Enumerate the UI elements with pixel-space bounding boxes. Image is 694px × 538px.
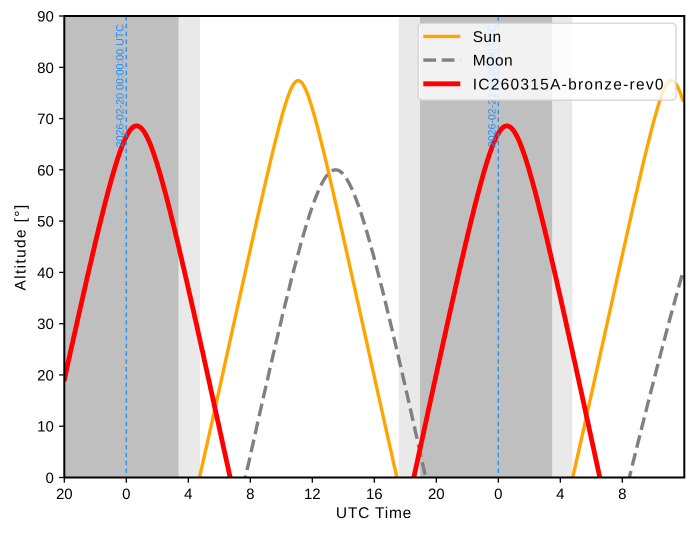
svg-text:60: 60 bbox=[37, 162, 54, 179]
svg-text:4: 4 bbox=[184, 486, 192, 503]
svg-text:30: 30 bbox=[37, 316, 54, 333]
svg-text:50: 50 bbox=[37, 214, 54, 231]
svg-text:20: 20 bbox=[56, 486, 73, 503]
svg-text:UTC Time: UTC Time bbox=[336, 505, 412, 522]
svg-text:Altitude [°]: Altitude [°] bbox=[13, 203, 30, 290]
svg-text:90: 90 bbox=[37, 9, 54, 26]
svg-text:0: 0 bbox=[494, 486, 502, 503]
svg-text:8: 8 bbox=[246, 486, 254, 503]
svg-text:0: 0 bbox=[45, 470, 53, 487]
svg-text:0: 0 bbox=[122, 486, 130, 503]
svg-text:4: 4 bbox=[556, 486, 564, 503]
svg-text:12: 12 bbox=[304, 486, 321, 503]
svg-text:Sun: Sun bbox=[473, 29, 502, 46]
svg-text:10: 10 bbox=[37, 419, 54, 436]
svg-text:20: 20 bbox=[428, 486, 445, 503]
svg-text:80: 80 bbox=[37, 60, 54, 77]
svg-text:20: 20 bbox=[37, 367, 54, 384]
svg-text:70: 70 bbox=[37, 111, 54, 128]
svg-text:2026-02-20 00:00:00 UTC: 2026-02-20 00:00:00 UTC bbox=[114, 24, 126, 147]
svg-text:40: 40 bbox=[37, 265, 54, 282]
svg-text:16: 16 bbox=[366, 486, 383, 503]
svg-text:Moon: Moon bbox=[473, 53, 513, 70]
svg-text:8: 8 bbox=[618, 486, 626, 503]
svg-text:IC260315A-bronze-rev0: IC260315A-bronze-rev0 bbox=[473, 76, 665, 93]
